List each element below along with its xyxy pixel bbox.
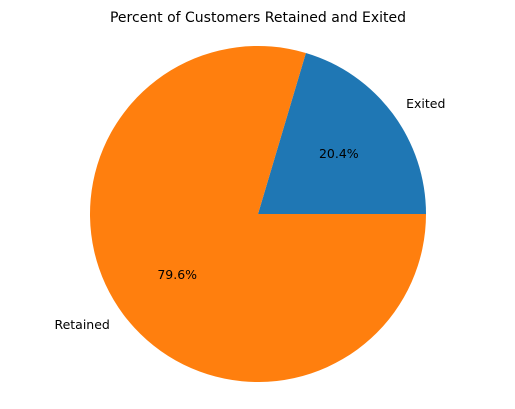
slice-percent-exited: 20.4% (319, 146, 359, 161)
pie-slices (90, 46, 426, 382)
slice-label-retained: Retained (54, 317, 109, 332)
slice-percent-retained: 79.6% (157, 267, 197, 282)
chart-title: Percent of Customers Retained and Exited (110, 10, 406, 26)
slice-label-exited: Exited (406, 96, 445, 111)
